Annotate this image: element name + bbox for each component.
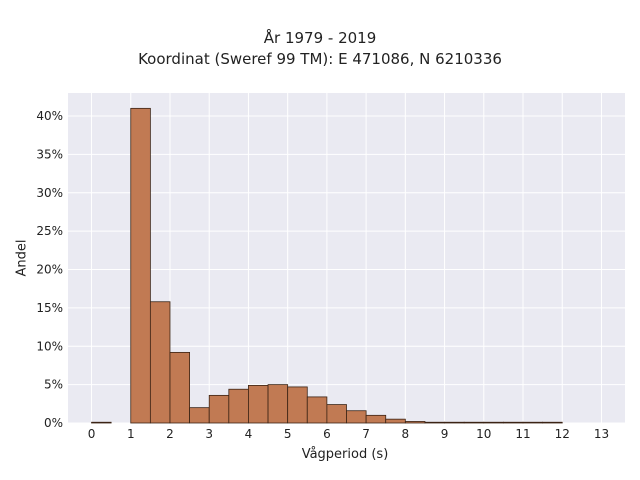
histogram-bar	[228, 388, 249, 424]
chart-title: År 1979 - 2019	[263, 29, 377, 47]
histogram-bar	[522, 421, 544, 424]
histogram-bar	[149, 301, 171, 424]
x-tick-label: 6	[323, 427, 331, 441]
histogram-bar	[326, 404, 347, 424]
x-tick-label: 2	[166, 427, 174, 441]
y-axis-label: Andel	[14, 239, 30, 277]
x-tick-label: 12	[555, 427, 570, 441]
histogram-bar	[208, 394, 230, 424]
x-tick-label: 0	[88, 427, 96, 441]
histogram-bar	[346, 410, 367, 424]
y-tick-label: 15%	[36, 301, 63, 315]
y-tick-label: 20%	[36, 263, 63, 277]
x-tick-label: 7	[362, 427, 370, 441]
histogram-bar	[248, 384, 269, 424]
histogram-bar	[267, 384, 289, 424]
histogram-bar	[287, 386, 308, 424]
histogram-bar	[503, 421, 524, 424]
x-tick-label: 4	[245, 427, 253, 441]
histogram-bar	[365, 414, 387, 424]
x-tick-label: 11	[515, 427, 530, 441]
histogram-bar	[463, 421, 485, 424]
x-tick-label: 9	[441, 427, 449, 441]
histogram-bar	[424, 421, 445, 424]
x-tick-label: 1	[127, 427, 135, 441]
y-tick-label: 0%	[44, 416, 63, 430]
histogram-bar	[404, 421, 426, 424]
x-tick-label: 8	[402, 427, 410, 441]
histogram-bar	[542, 421, 563, 424]
histogram-bar	[130, 107, 151, 424]
histogram-bar	[444, 421, 465, 424]
chart-subtitle: Koordinat (Sweref 99 TM): E 471086, N 62…	[138, 50, 502, 68]
histogram-bar	[189, 407, 210, 424]
x-tick-label: 13	[594, 427, 609, 441]
histogram-bar	[306, 396, 328, 424]
histogram-bar	[385, 418, 406, 424]
y-tick-label: 40%	[36, 109, 63, 123]
x-tick-label: 10	[476, 427, 491, 441]
y-tick-label: 5%	[44, 378, 63, 392]
x-axis-label: Vågperiod (s)	[301, 447, 389, 462]
x-tick-label: 5	[284, 427, 292, 441]
y-tick-label: 35%	[36, 147, 63, 161]
y-tick-label: 25%	[36, 224, 63, 238]
histogram-bar	[169, 351, 190, 424]
x-tick-label: 3	[205, 427, 213, 441]
histogram-bar	[483, 421, 504, 424]
y-tick-label: 10%	[36, 339, 63, 353]
histogram-bar	[91, 421, 112, 424]
y-tick-label: 30%	[36, 186, 63, 200]
